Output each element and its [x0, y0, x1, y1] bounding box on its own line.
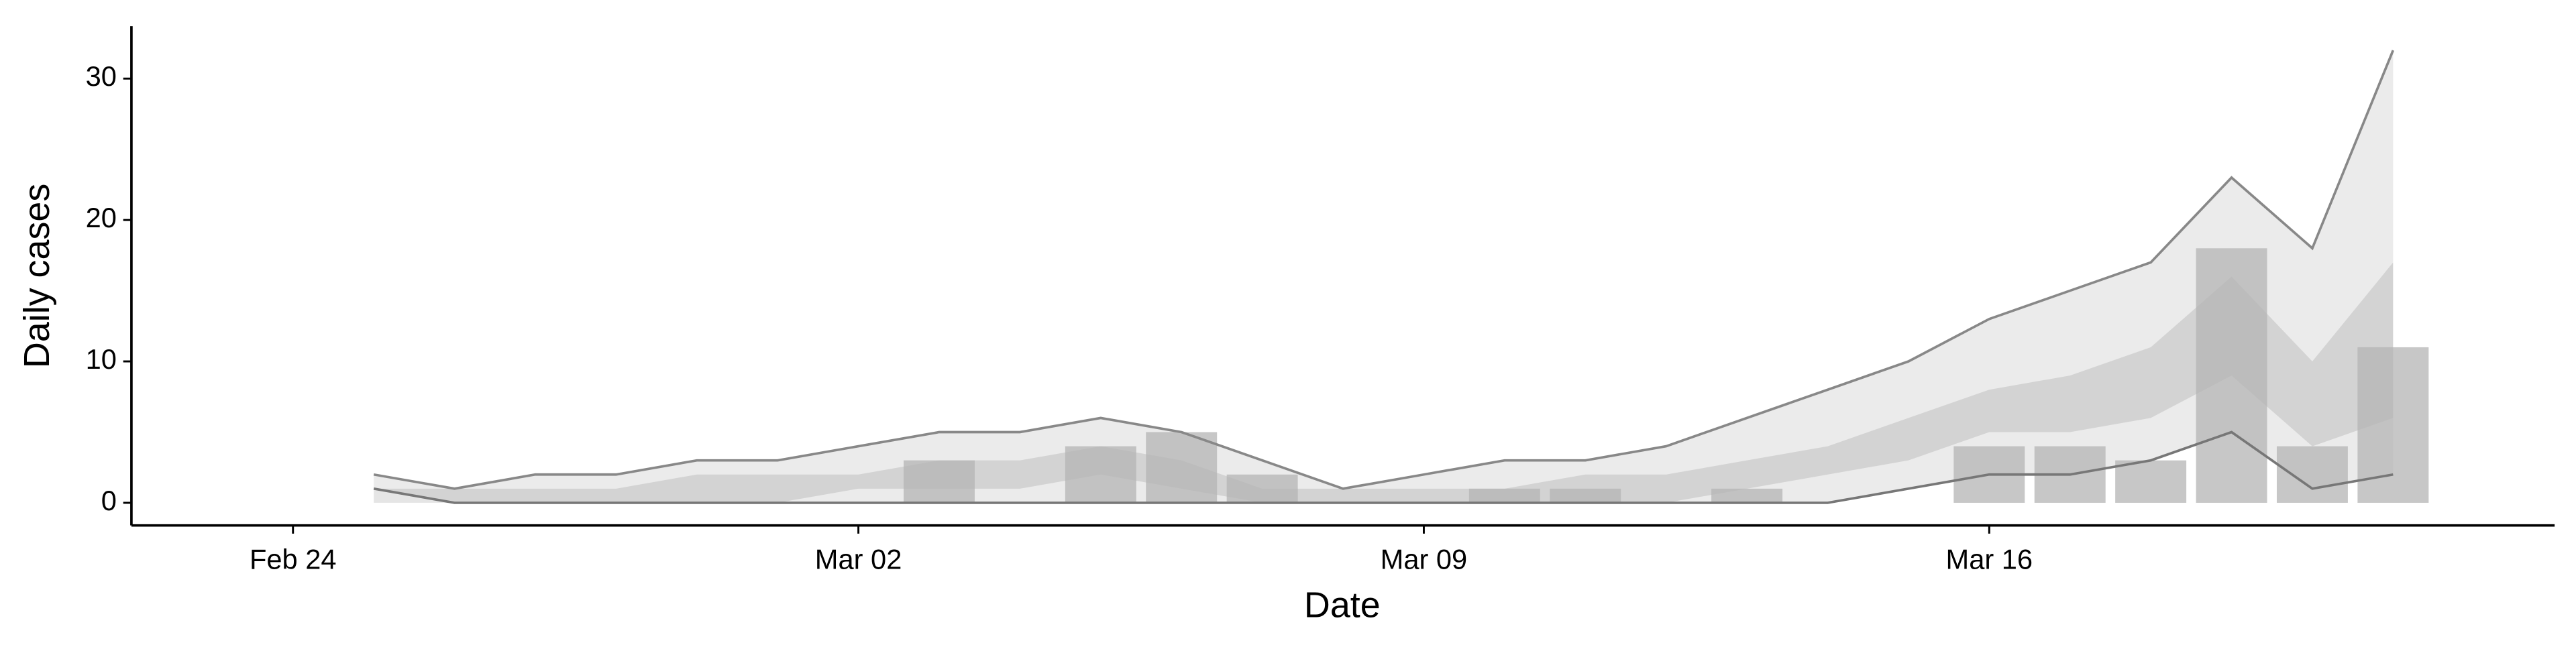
inner-band	[374, 262, 2394, 503]
lower-line	[373, 430, 2394, 504]
x-tick-label: Mar 09	[1381, 544, 1468, 575]
x-tick-label: Feb 24	[250, 544, 337, 575]
x-tick-label: Mar 16	[1946, 544, 2033, 575]
bar	[2196, 248, 2267, 503]
y-axis-title: Daily cases	[17, 184, 57, 368]
bar	[1226, 474, 1298, 503]
bar	[2276, 446, 2348, 503]
upper-line	[373, 50, 2395, 490]
outer-band	[374, 50, 2394, 503]
y-tick-label: 30	[86, 60, 117, 92]
x-tick-label: Mar 02	[815, 544, 902, 575]
bar	[2357, 347, 2429, 503]
y-tick-label: 20	[86, 202, 117, 233]
bar	[1065, 446, 1136, 503]
bar	[2115, 460, 2187, 503]
bar	[1711, 488, 1783, 503]
bar	[904, 460, 975, 503]
y-tick-label: 0	[101, 485, 117, 516]
bar	[1550, 488, 1621, 503]
bar	[1146, 432, 1218, 503]
x-axis-title: Date	[1304, 585, 1381, 625]
bar	[1468, 488, 1540, 503]
y-tick-label: 10	[86, 343, 117, 375]
